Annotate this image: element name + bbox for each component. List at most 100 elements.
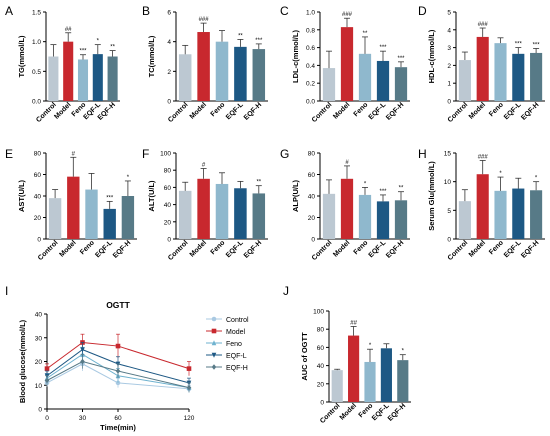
sig-mark-C-2: ** [363,31,368,37]
y-tick-label-F-3: 60 [164,185,172,192]
bar-A-3 [92,54,103,101]
y-axis-label-C: LDL-c(mmol/L) [291,30,300,83]
y-tick-label-J-2: 40 [317,363,325,370]
sig-mark-G-2: * [364,181,367,187]
category-label-C-3: EQF-L [368,101,388,121]
category-label-F-4: EQF-H [243,239,263,259]
series-point-I-4-1 [80,358,85,365]
category-label-E-4: EQF-H [112,239,132,259]
legend-label-I-4: EQF-H [226,365,248,372]
panel-letter-F: F [142,147,149,161]
bar-D-4 [530,52,543,101]
y-axis-label-I: Blood glucose(mmol/L) [18,319,27,403]
y-tick-label-C-3: 0.6 [306,45,315,52]
bar-G-2 [358,194,372,239]
bar-D-3 [512,53,525,101]
bar-J-2 [364,361,376,402]
category-label-D-1: Model [468,101,487,120]
y-tick-label-C-4: 0.8 [306,27,315,34]
sig-mark-D-4: *** [533,42,541,48]
y-tick-label-D-3: 3 [447,45,451,52]
legend-marker-I-3 [211,352,217,358]
sig-mark-G-3: *** [379,189,387,195]
category-label-G-3: EQF-L [368,239,388,259]
panel-letter-G: G [280,147,289,161]
y-axis-label-H: Serum Glu(mmol/L) [427,161,436,231]
y-tick-label-I-4: 40 [35,312,43,319]
sig-mark-H-4: * [535,176,538,182]
category-label-H-4: EQF-H [520,239,540,259]
panel-letter-B: B [142,4,150,18]
y-tick-label-H-2: 10 [444,179,452,186]
y-tick-label-G-1: 20 [308,215,316,222]
y-tick-label-G-2: 40 [308,194,316,201]
sig-mark-A-3: * [97,39,100,45]
y-tick-label-E-4: 80 [34,151,42,158]
sig-mark-B-1: ### [199,17,210,23]
legend-marker-I-4 [211,364,217,370]
series-line-I-2 [46,353,190,389]
panel-letter-I: I [5,284,8,298]
sig-mark-E-1: # [72,151,76,157]
y-axis-label-G: ALP(U/L) [291,179,300,212]
series-line-I-3 [46,349,190,384]
y-tick-label-H-0: 0 [447,237,451,244]
category-label-J-4: EQF-H [387,402,407,422]
category-label-C-1: Model [332,101,351,120]
y-tick-label-F-0: 0 [167,237,171,244]
sig-mark-B-3: ** [238,33,243,39]
category-label-E-3: EQF-L [94,239,114,259]
y-tick-label-C-5: 1.0 [306,10,315,17]
sig-mark-H-2: * [499,171,502,177]
sig-mark-J-2: * [369,343,372,349]
series-point-I-3-1 [80,347,85,353]
y-axis-label-F: ALT(U/L) [147,180,156,212]
y-tick-label-F-4: 80 [164,168,172,175]
category-label-F-2: Feno [210,239,227,256]
sig-mark-A-4: ** [110,45,115,51]
panel-letter-A: A [5,4,13,18]
y-axis-label-D: HDL-c(mmol/L) [427,29,436,83]
y-tick-label-D-5: 5 [447,10,451,17]
y-tick-label-A-1: 0.5 [32,69,41,76]
sig-mark-C-1: ### [342,12,353,18]
bar-J-0 [331,370,343,402]
bar-H-1 [476,174,489,239]
legend-marker-I-1 [211,328,217,334]
bar-A-2 [77,59,89,101]
y-tick-label-E-2: 40 [34,194,42,201]
sig-mark-E-3: *** [106,195,114,201]
y-tick-label-E-0: 0 [37,237,41,244]
y-tick-label-D-4: 4 [447,27,451,34]
bar-E-1 [67,176,80,239]
bar-A-1 [63,41,74,101]
y-tick-label-I-3: 30 [35,335,43,342]
bar-E-4 [121,196,135,239]
series-line-I-1 [46,341,190,370]
series-point-I-4-0 [44,377,50,384]
y-tick-label-C-2: 0.4 [306,63,315,70]
x-tick-label-I-0: 0 [45,415,49,422]
sig-mark-B-4: *** [255,38,263,44]
category-label-A-1: Model [53,101,72,120]
chart-title-I: OGTT [106,300,130,310]
y-tick-label-J-4: 80 [317,327,325,334]
y-tick-label-B-3: 6 [167,10,171,17]
bar-G-3 [376,201,390,239]
y-tick-label-D-1: 1 [447,81,451,88]
panel-letter-J: J [283,284,289,298]
y-tick-label-C-1: 0.2 [306,81,315,88]
bar-D-1 [476,36,489,101]
y-tick-label-B-2: 4 [167,39,171,46]
y-tick-label-C-0: 0.0 [306,99,315,106]
legend-label-I-3: EQF-L [226,353,247,360]
y-axis-label-B: TC(mmol/L) [147,35,156,77]
bar-F-3 [234,188,247,239]
bar-E-0 [48,198,62,239]
category-label-F-1: Model [189,239,208,258]
category-label-G-4: EQF-H [385,239,405,259]
category-label-G-1: Model [332,239,351,258]
y-tick-label-A-0: 0.0 [32,99,41,106]
category-label-B-1: Model [189,101,208,120]
legend-marker-I-2 [211,340,217,346]
